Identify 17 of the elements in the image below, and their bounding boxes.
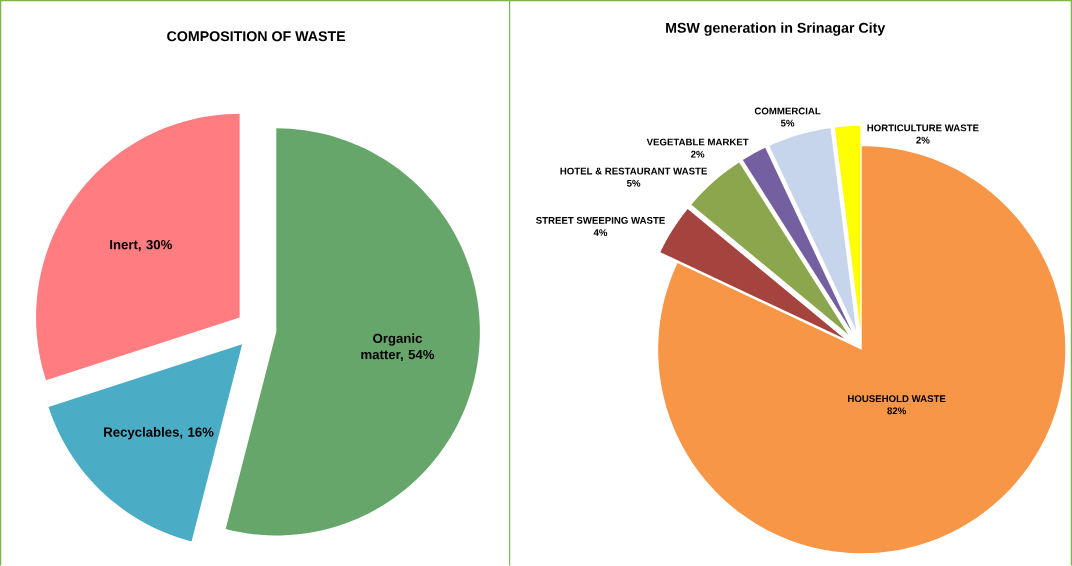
- slice-label: HORTICULTURE WASTE: [867, 124, 979, 132]
- data-label: 2%: [916, 136, 930, 144]
- data-label: 5%: [626, 179, 641, 187]
- slice-label: Organic matter, 54%: [361, 333, 435, 362]
- slice-label: COMMERCIAL: [754, 107, 821, 115]
- slice-label: Inert, 30%: [110, 239, 172, 252]
- chart-title: MSW generation in Srinagar City: [666, 22, 886, 36]
- data-label: 82%: [887, 407, 907, 415]
- slice-label: HOTEL & RESTAURANT WASTE: [560, 167, 707, 175]
- slice-label: HOUSEHOLD WASTE: [848, 395, 946, 402]
- data-label: 5%: [780, 119, 795, 127]
- data-label: 4%: [593, 229, 608, 236]
- slice-label: STREET SWEEPING WASTE: [536, 216, 665, 224]
- chart-title: COMPOSITION OF WASTE: [167, 31, 346, 42]
- slice-label: Recyclables, 16%: [104, 427, 214, 440]
- slice-label: VEGETABLE MARKET: [646, 138, 749, 146]
- data-label: 2%: [691, 150, 705, 158]
